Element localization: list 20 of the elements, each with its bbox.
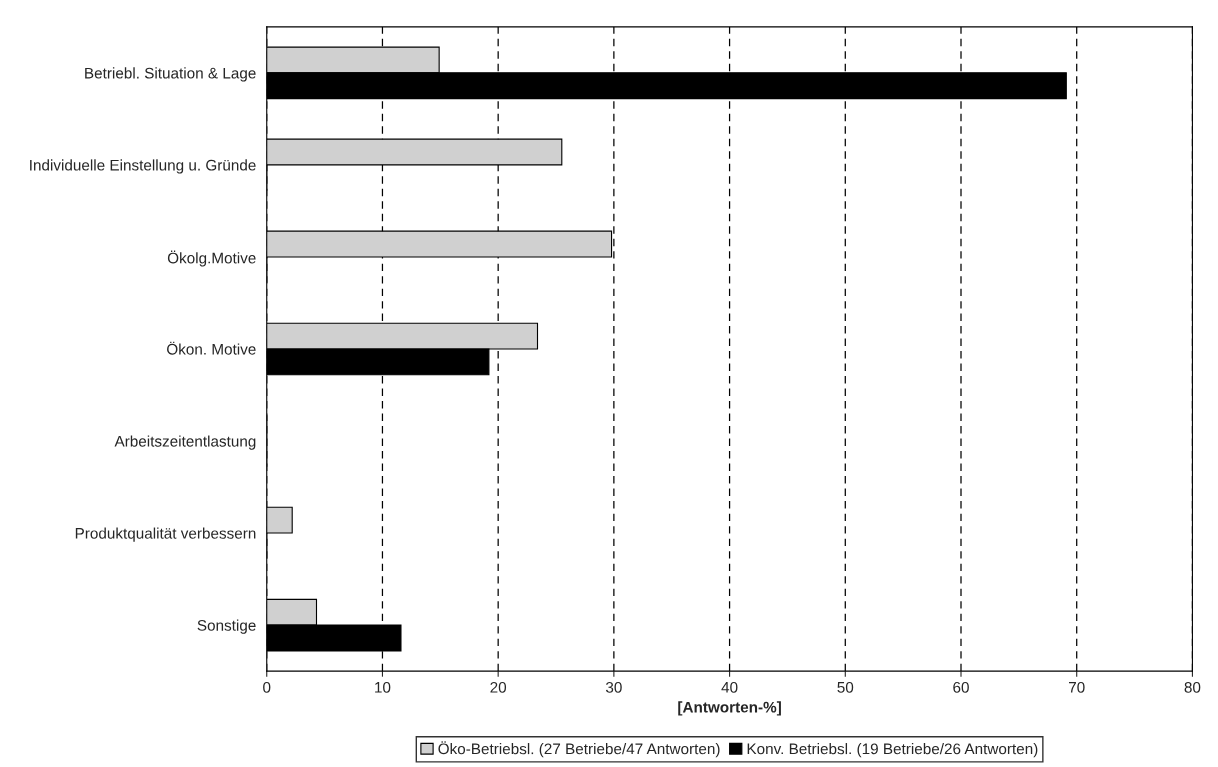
x-tick-label: 80 <box>1184 681 1201 693</box>
x-tick-label: 40 <box>721 681 738 693</box>
x-tick-label: 30 <box>605 681 622 693</box>
bar <box>266 506 293 534</box>
y-tick-label: Individuelle Einstellung u. Gründe <box>30 159 256 174</box>
y-tick-label: Sonstige <box>197 619 256 634</box>
y-tick-label: Betriebl. Situation & Lage <box>85 67 256 82</box>
legend-label: Öko-Betriebsl. (27 Betriebe/47 Antworten) <box>438 741 720 758</box>
y-tick-label: Ökon. Motive <box>167 341 256 355</box>
x-tick-label: 0 <box>263 681 271 693</box>
x-tick-label: 70 <box>1069 681 1085 693</box>
legend-label: Konv. Betriebsl. (19 Betriebe/26 Antworten) <box>747 743 1038 758</box>
x-axis-title: [Antworten-%] <box>678 701 781 716</box>
x-tick-label: 50 <box>837 681 854 693</box>
y-tick-label: Produktqualität verbessern <box>75 527 256 542</box>
x-tick-label: 10 <box>375 681 391 693</box>
x-tick-label: 20 <box>490 681 507 693</box>
y-tick-label: Arbeitszeitentlastung <box>114 435 256 450</box>
y-tick-label: Ökolg.Motive <box>167 250 256 267</box>
x-tick-label: 60 <box>953 681 969 693</box>
